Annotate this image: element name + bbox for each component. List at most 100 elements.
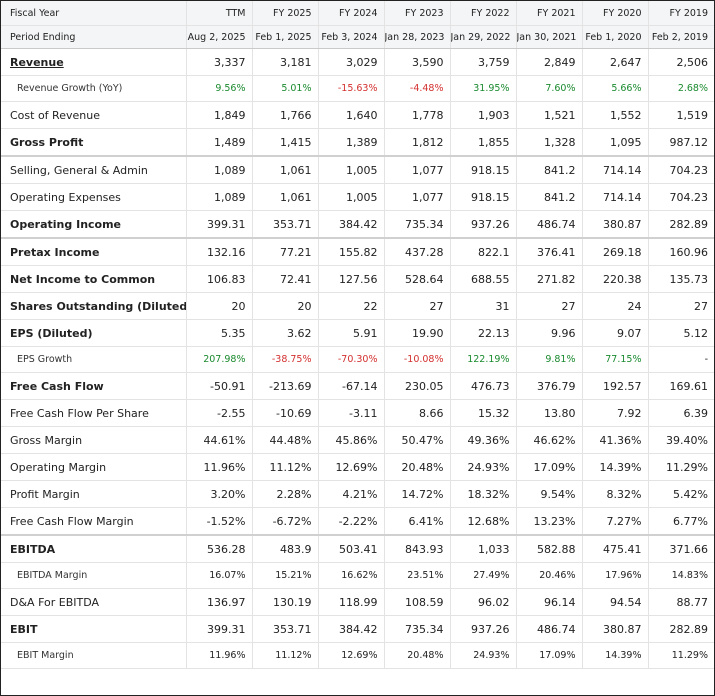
table-cell: 31: [450, 292, 517, 320]
table-cell: 2,647: [582, 48, 649, 76]
row-label: Free Cash Flow Margin: [1, 507, 187, 536]
table-cell: 3.62: [252, 319, 319, 347]
table-cell: 7.60%: [516, 75, 583, 102]
table-cell: 11.29%: [648, 453, 714, 481]
table-cell: 735.34: [384, 615, 451, 643]
table-cell: 22: [318, 292, 385, 320]
column-period: Jan 30, 2021: [516, 25, 583, 49]
column-year[interactable]: FY 2024: [318, 1, 385, 26]
fiscal-year-label: Fiscal Year: [1, 1, 187, 26]
table-cell: 14.72%: [384, 480, 451, 508]
table-cell: 27: [516, 292, 583, 320]
cost-of-revenue-row: Cost of Revenue 1,849 1,766 1,640 1,778 1,903…: [1, 101, 714, 129]
table-cell: 2.68%: [648, 75, 714, 102]
table-cell: 31.95%: [450, 75, 517, 102]
table-cell: 841.2: [516, 183, 583, 211]
table-cell: 384.42: [318, 615, 385, 643]
row-label: EPS Growth: [1, 346, 187, 373]
table-cell: 1,903: [450, 101, 517, 129]
column-period: Feb 1, 2020: [582, 25, 649, 49]
table-cell: 987.12: [648, 128, 714, 157]
table-cell: 94.54: [582, 588, 649, 616]
table-cell: 376.79: [516, 372, 583, 400]
table-cell: 220.38: [582, 265, 649, 293]
table-cell: -2.22%: [318, 507, 385, 536]
table-cell: 353.71: [252, 210, 319, 239]
eps-growth-row: EPS Growth 207.98% -38.75% -70.30% -10.08% 12…: [1, 346, 714, 373]
table-cell: 14.83%: [648, 562, 714, 589]
table-cell: 7.27%: [582, 507, 649, 536]
table-cell: 12.68%: [450, 507, 517, 536]
eps-row: EPS (Diluted) 5.35 3.62 5.91 19.90 22.13 9.96 9…: [1, 319, 714, 347]
table-cell: 44.61%: [186, 426, 253, 454]
table-cell: 17.09%: [516, 453, 583, 481]
table-cell: 2.28%: [252, 480, 319, 508]
column-year[interactable]: FY 2022: [450, 1, 517, 26]
table-cell: 45.86%: [318, 426, 385, 454]
table-cell: 9.54%: [516, 480, 583, 508]
table-cell: 8.32%: [582, 480, 649, 508]
table-cell: 486.74: [516, 615, 583, 643]
table-cell: 3,337: [186, 48, 253, 76]
column-year[interactable]: FY 2023: [384, 1, 451, 26]
row-label: Shares Outstanding (Diluted): [1, 292, 187, 320]
ebit-margin-row: EBIT Margin 11.96% 11.12% 12.69% 20.48% 24.93…: [1, 642, 714, 669]
table-cell: 5.01%: [252, 75, 319, 102]
table-cell: 384.42: [318, 210, 385, 239]
table-cell: 1,005: [318, 183, 385, 211]
table-cell: 96.02: [450, 588, 517, 616]
table-cell: 5.12: [648, 319, 714, 347]
table-cell: 20: [252, 292, 319, 320]
table-cell: 46.62%: [516, 426, 583, 454]
table-cell: 15.32: [450, 399, 517, 427]
row-label: EBIT Margin: [1, 642, 187, 669]
column-period: Feb 1, 2025: [252, 25, 319, 49]
table-cell: 155.82: [318, 237, 385, 266]
table-cell: 822.1: [450, 237, 517, 266]
table-cell: 582.88: [516, 534, 583, 563]
period-ending-label: Period Ending: [1, 25, 187, 49]
table-cell: -38.75%: [252, 346, 319, 373]
table-cell: 528.64: [384, 265, 451, 293]
header-row-period-ending: Period Ending Aug 2, 2025 Feb 1, 2025 Fe…: [1, 25, 714, 49]
table-cell: 6.41%: [384, 507, 451, 536]
column-year[interactable]: TTM: [186, 1, 253, 26]
row-label[interactable]: Revenue: [1, 48, 187, 76]
table-cell: 2,849: [516, 48, 583, 76]
column-year[interactable]: FY 2020: [582, 1, 649, 26]
table-cell: 13.23%: [516, 507, 583, 536]
table-cell: 96.14: [516, 588, 583, 616]
row-label: Cost of Revenue: [1, 101, 187, 129]
table-cell: 24: [582, 292, 649, 320]
table-cell: 1,089: [186, 155, 253, 184]
row-label: Gross Profit: [1, 128, 187, 157]
table-cell: 269.18: [582, 237, 649, 266]
table-cell: -2.55: [186, 399, 253, 427]
column-year[interactable]: FY 2019: [648, 1, 714, 26]
column-year[interactable]: FY 2025: [252, 1, 319, 26]
table-cell: 27.49%: [450, 562, 517, 589]
table-cell: 476.73: [450, 372, 517, 400]
table-cell: 41.36%: [582, 426, 649, 454]
table-cell: 475.41: [582, 534, 649, 563]
table-cell: 7.92: [582, 399, 649, 427]
gross-profit-row: Gross Profit 1,489 1,415 1,389 1,812 1,855 1,3…: [1, 128, 714, 157]
table-cell: 106.83: [186, 265, 253, 293]
table-cell: 371.66: [648, 534, 714, 563]
table-cell: 14.39%: [582, 642, 649, 669]
income-statement-table: Fiscal Year TTM FY 2025 FY 2024 FY 2023 …: [1, 1, 714, 669]
table-cell: 735.34: [384, 210, 451, 239]
free-cash-flow-row: Free Cash Flow -50.91 -213.69 -67.14 230.05 4…: [1, 372, 714, 400]
table-cell: 20: [186, 292, 253, 320]
table-cell: 14.39%: [582, 453, 649, 481]
table-cell: -213.69: [252, 372, 319, 400]
table-cell: 5.35: [186, 319, 253, 347]
table-cell: 1,640: [318, 101, 385, 129]
operating-expenses-row: Operating Expenses 1,089 1,061 1,005 1,077 91…: [1, 183, 714, 211]
table-cell: 486.74: [516, 210, 583, 239]
column-year[interactable]: FY 2021: [516, 1, 583, 26]
table-cell: 483.9: [252, 534, 319, 563]
table-cell: 13.80: [516, 399, 583, 427]
row-label: EBIT: [1, 615, 187, 643]
